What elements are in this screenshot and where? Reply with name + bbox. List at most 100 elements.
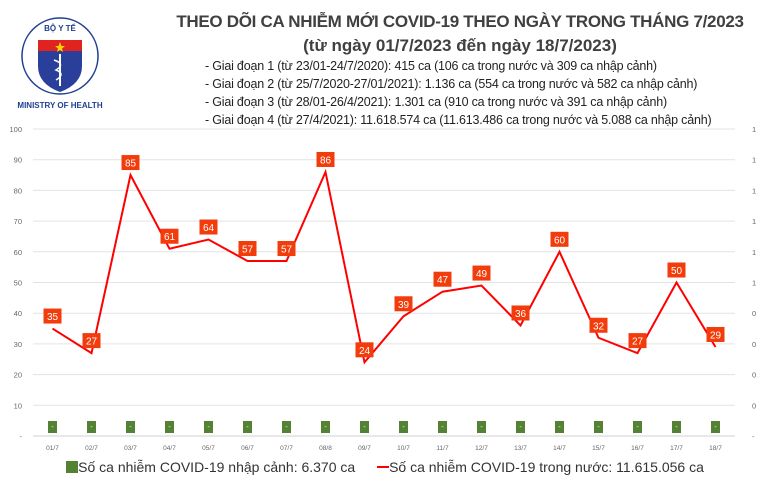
bar-imported (672, 421, 681, 433)
line-data-label: 36 (515, 309, 527, 320)
x-tick-label: 03/7 (124, 445, 137, 452)
bar-data-label: - (207, 424, 210, 431)
bar-data-label: - (285, 424, 288, 431)
line-data-label: 39 (398, 300, 410, 311)
bar-imported (360, 421, 369, 433)
x-tick-label: 04/7 (163, 445, 176, 452)
bar-imported (399, 421, 408, 433)
y-right-tick-label: 0 (752, 309, 756, 318)
line-data-label-box (43, 308, 62, 324)
line-data-label: 47 (437, 275, 449, 286)
x-tick-label: 15/7 (592, 445, 605, 452)
line-data-label-box (472, 265, 491, 281)
x-tick-label: 02/7 (85, 445, 98, 452)
line-data-label: 85 (125, 159, 137, 170)
line-data-label-box (316, 151, 335, 167)
bar-data-label: - (90, 424, 93, 431)
bar-data-label: - (519, 424, 522, 431)
line-data-label-box (433, 271, 452, 287)
chart-title: THEO DÕI CA NHIỄM MỚI COVID-19 THEO NGÀY… (176, 12, 744, 31)
bar-imported (165, 421, 174, 433)
bar-data-label: - (168, 424, 171, 431)
legend-label-imported: Số ca nhiễm COVID-19 nhập cảnh: 6.370 ca (78, 459, 356, 475)
line-domestic (51, 168, 717, 365)
bar-data-label: - (675, 424, 678, 431)
x-tick-label: 14/7 (553, 445, 566, 452)
y-right-tick-label: 0 (752, 340, 756, 349)
y-left-tick-label: - (20, 432, 23, 441)
x-tick-label: 17/7 (670, 445, 683, 452)
y-left-tick-label: 80 (14, 186, 22, 195)
y-right-tick-label: 1 (752, 156, 756, 165)
y-right-tick-label: 0 (752, 401, 756, 410)
note-phase-3: - Giai đoạn 3 (từ 28/01-26/4/2021): 1.30… (205, 95, 667, 109)
x-tick-label: 11/7 (436, 445, 449, 452)
bar-data-label: - (480, 424, 483, 431)
bar-data-label: - (441, 424, 444, 431)
x-tick-label: 10/7 (397, 445, 410, 452)
line-data-label-box (238, 241, 257, 257)
bar-imported (48, 421, 57, 433)
line-data-label-box (277, 241, 296, 257)
line-data-label-box (82, 333, 101, 349)
chart-subtitle: (từ ngày 01/7/2023 đến ngày 18/7/2023) (303, 36, 617, 55)
y-right-tick-label: 1 (752, 186, 756, 195)
y-left-tick-label: 70 (14, 217, 22, 226)
bar-imported (438, 421, 447, 433)
y-left-tick-label: 100 (9, 125, 22, 134)
note-phase-1: - Giai đoạn 1 (từ 23/01-24/7/2020): 415 … (205, 59, 657, 73)
line-data-label-box (394, 296, 413, 312)
line-data-label: 57 (281, 245, 293, 256)
note-phase-2: - Giai đoạn 2 (từ 25/7/2020-27/01/2021):… (205, 77, 698, 91)
bar-data-label: - (129, 424, 132, 431)
note-phase-4: - Giai đoạn 4 (từ 27/4/2021): 11.618.574… (205, 113, 712, 127)
line-data-label: 64 (203, 223, 215, 234)
x-tick-label: 07/7 (280, 445, 293, 452)
bar-imported (633, 421, 642, 433)
bar-imported (204, 421, 213, 433)
bar-imported (555, 421, 564, 433)
line-data-label-box (160, 228, 179, 244)
line-data-label-box (589, 317, 608, 333)
line-data-label: 27 (86, 337, 98, 348)
legend-swatch-imported (66, 461, 79, 473)
x-tick-label: 01/7 (46, 445, 59, 452)
bar-imported (87, 421, 96, 433)
x-tick-label: 18/7 (709, 445, 722, 452)
bar-data-label: - (597, 424, 600, 431)
bar-imported (711, 421, 720, 433)
legend-label-domestic: Số ca nhiễm COVID-19 trong nước: 11.615.… (389, 459, 704, 475)
bar-imported (243, 421, 252, 433)
bar-imported (516, 421, 525, 433)
y-right-tick-label: 1 (752, 125, 756, 134)
bar-data-label: - (51, 424, 54, 431)
line-data-label-box (706, 326, 725, 342)
line-data-label-box (355, 342, 374, 358)
bar-imported (477, 421, 486, 433)
y-right-tick-label: 1 (752, 279, 756, 288)
line-data-label-box (550, 231, 569, 247)
ministry-logo: BỘ Y TẾ MINISTRY OF HEALTH (17, 17, 103, 110)
logo-text-bottom: MINISTRY OF HEALTH (17, 101, 102, 110)
x-tick-label: 12/7 (475, 445, 488, 452)
y-left-tick-label: 30 (14, 340, 22, 349)
line-data-label: 24 (359, 346, 371, 357)
y-right-tick-label: 1 (752, 217, 756, 226)
bar-data-label: - (363, 424, 366, 431)
bar-imported (126, 421, 135, 433)
line-data-label: 35 (47, 312, 59, 323)
x-tick-label: 13/7 (514, 445, 527, 452)
bar-data-label: - (246, 424, 249, 431)
y-right-tick-label: 1 (752, 248, 756, 257)
legend: Số ca nhiễm COVID-19 nhập cảnh: 6.370 ca… (0, 459, 770, 475)
x-tick-label: 05/7 (202, 445, 215, 452)
y-left-tick-label: 40 (14, 309, 22, 318)
line-data-label: 57 (242, 245, 254, 256)
y-right-tick-label: 0 (752, 371, 756, 380)
y-left-tick-label: 50 (14, 279, 22, 288)
bar-imported (321, 421, 330, 433)
line-data-label: 86 (320, 155, 332, 166)
line-data-label-box (121, 155, 140, 171)
